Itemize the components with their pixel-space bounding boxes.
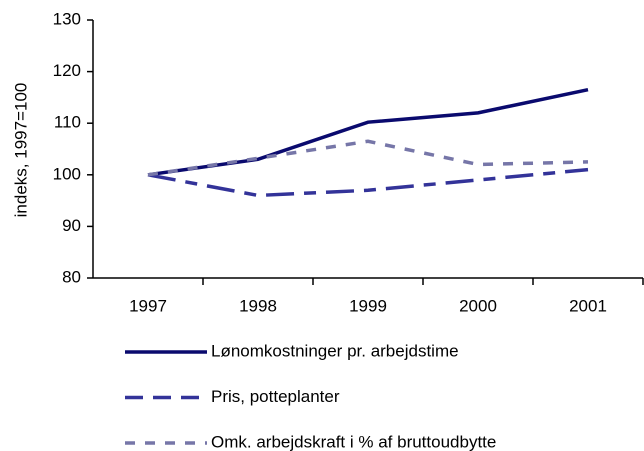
series-line: [147, 139, 589, 177]
x-tick-label: 1997: [129, 296, 167, 315]
y-tick-label: 80: [62, 267, 81, 286]
y-tick-label: 90: [62, 216, 81, 235]
legend-label: Pris, potteplanter: [211, 387, 340, 406]
y-axis-label: indeks, 1997=100: [11, 83, 30, 218]
y-tick-label: 100: [53, 164, 81, 183]
series-line: [147, 87, 589, 177]
y-tick-label: 120: [53, 61, 81, 80]
y-tick-label: 110: [54, 113, 81, 132]
series-line: [147, 167, 589, 198]
legend-label: Omk. arbejdskraft i % af bruttoudbytte: [211, 432, 496, 451]
x-tick-label: 1999: [349, 296, 387, 315]
x-tick-label: 2000: [459, 296, 497, 315]
x-tick-label: 2001: [569, 296, 607, 315]
x-tick-label: 1998: [239, 296, 277, 315]
legend-label: Lønomkostninger pr. arbejdstime: [211, 341, 459, 360]
y-tick-label: 130: [53, 9, 81, 28]
